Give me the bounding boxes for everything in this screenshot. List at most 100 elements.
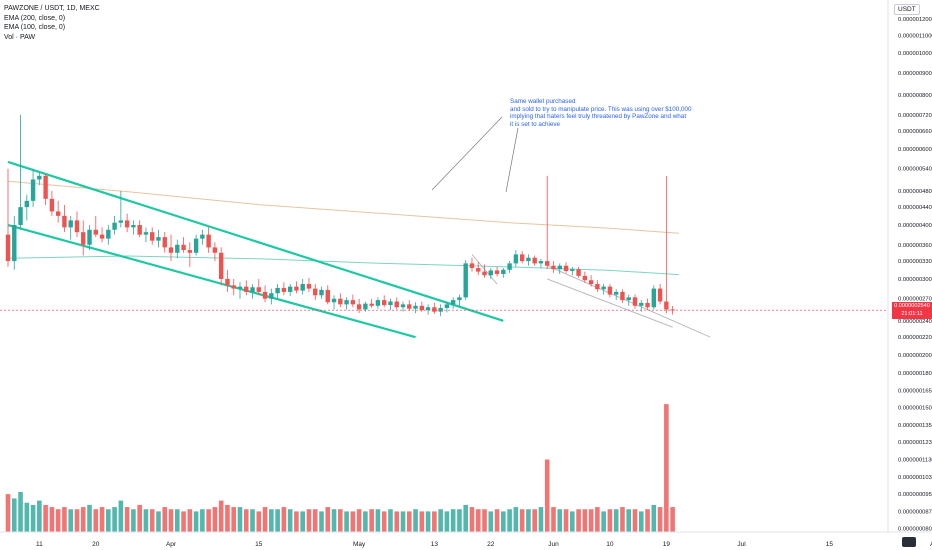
volume-bar	[507, 509, 512, 532]
x-tick-label: 22	[487, 541, 495, 548]
volume-bar	[200, 509, 205, 532]
legend-ema200[interactable]: EMA (200, close, 0)	[4, 14, 66, 22]
candle-body	[93, 229, 98, 235]
volume-bar	[519, 509, 525, 532]
candle-body	[37, 175, 42, 180]
volume-bar	[356, 509, 362, 532]
volume-bar	[206, 509, 211, 532]
y-tick-label: 0.0000008000	[898, 93, 932, 99]
candle-body	[651, 288, 657, 308]
candle-body	[645, 302, 650, 308]
volume-bar	[406, 511, 412, 532]
candle-body	[545, 261, 550, 266]
trendline	[7, 223, 416, 339]
volume-bar	[494, 509, 500, 532]
candle-body	[419, 305, 425, 311]
volume-bar	[231, 507, 237, 532]
volume-bar	[670, 507, 675, 532]
volume-bar	[312, 509, 318, 532]
legend-symbol[interactable]: PAWZONE / USDT, 1D, MEXC	[4, 5, 100, 12]
x-tick-label: Jun	[548, 541, 559, 548]
candle-body	[595, 284, 600, 290]
candle-body	[375, 300, 381, 306]
volume-bar	[388, 509, 393, 532]
y-tick-label: 0.0000002700	[898, 297, 932, 303]
candle-body	[488, 270, 493, 276]
candle-body	[281, 287, 287, 292]
volume-bar	[30, 504, 36, 532]
candle-body	[394, 301, 399, 308]
x-tick-label: 15	[255, 541, 263, 548]
candle-body	[74, 220, 80, 233]
volume-bar	[218, 500, 224, 532]
volume-bar	[601, 511, 606, 532]
candle-body	[576, 269, 581, 276]
x-tick-label: 19	[663, 541, 671, 548]
volume-bar	[24, 502, 30, 532]
volume-bar	[62, 507, 67, 532]
x-tick-label: Jul	[737, 541, 746, 548]
volume-bar	[475, 509, 481, 532]
volume-bar	[613, 509, 619, 532]
candle-body	[356, 304, 362, 310]
volume-bar	[256, 511, 262, 532]
legend-volume[interactable]: Vol · PAW	[4, 33, 36, 41]
volume-bar	[300, 511, 305, 532]
volume-bar	[237, 507, 243, 532]
chart-settings-button[interactable]	[902, 537, 916, 547]
candle-body	[519, 254, 525, 262]
candle-body	[250, 287, 255, 292]
volume-bar	[469, 507, 475, 532]
chart-legend: PAWZONE / USDT, 1D, MEXC EMA (200, close…	[4, 4, 100, 42]
volume-bar	[118, 500, 124, 532]
candle-body	[131, 225, 136, 228]
candle-body	[400, 304, 406, 308]
volume-bar	[576, 509, 581, 532]
volume-bar	[438, 509, 443, 532]
y-tick-label: 0.0000001030	[898, 475, 932, 481]
candle-body	[463, 263, 468, 298]
volume-bar	[275, 509, 280, 532]
volume-bar	[287, 509, 293, 532]
candle-body	[469, 263, 475, 269]
candle-body	[49, 198, 55, 212]
candle-body	[344, 300, 349, 305]
volume-bar	[513, 507, 519, 532]
volume-bar	[400, 511, 406, 532]
candle-body	[218, 252, 224, 279]
volume-bar	[49, 507, 55, 532]
volume-bar	[419, 511, 425, 532]
last-price: 0.0000002540	[894, 303, 930, 309]
volume-bar	[319, 511, 324, 532]
volume-bars	[5, 404, 675, 532]
volume-bar	[544, 459, 550, 532]
candle-body	[87, 229, 92, 245]
candles	[5, 114, 675, 317]
legend-ema100[interactable]: EMA (100, close, 0)	[4, 24, 66, 31]
x-tick-label: Aug	[930, 541, 932, 548]
volume-bar	[137, 504, 142, 532]
candle-body	[225, 278, 230, 286]
volume-bar	[112, 507, 117, 532]
annotation-line: Same wallet purchased	[510, 98, 576, 105]
candle-body	[438, 307, 443, 312]
currency-label[interactable]: USDT	[894, 4, 920, 15]
y-tick-label: 0.0000004800	[898, 189, 932, 195]
volume-bar	[432, 511, 437, 532]
volume-bar	[5, 494, 11, 532]
volume-bar	[588, 509, 594, 532]
candle-body	[175, 244, 180, 253]
annotation-note[interactable]: Same wallet purchased and sold to try to…	[510, 98, 725, 128]
candle-body	[664, 301, 669, 310]
candle-body	[413, 305, 418, 309]
volume-bar	[156, 511, 161, 532]
volume-bar	[187, 509, 193, 532]
volume-bar	[306, 509, 312, 532]
candle-body	[112, 222, 117, 230]
candle-body	[482, 271, 487, 276]
ema-line	[7, 255, 679, 276]
candle-body	[68, 220, 73, 228]
candle-body	[181, 244, 186, 251]
trendline	[7, 160, 504, 322]
